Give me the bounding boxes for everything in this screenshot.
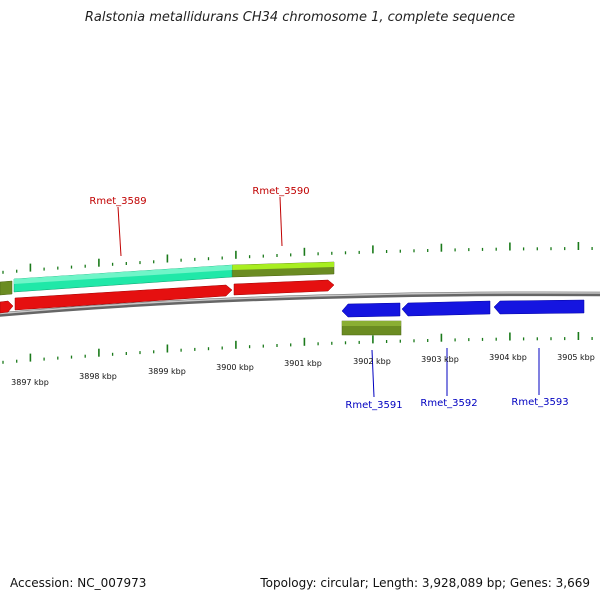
gene-label-leader xyxy=(279,196,283,247)
gene-feature[interactable] xyxy=(401,300,491,317)
gene-feature[interactable] xyxy=(0,300,14,314)
gene-label[interactable]: Rmet_3591 xyxy=(345,400,402,411)
gene-feature[interactable] xyxy=(341,302,401,318)
summary-text: Topology: circular; Length: 3,928,089 bp… xyxy=(260,576,590,590)
gene-feature[interactable] xyxy=(233,279,335,296)
gene-label[interactable]: Rmet_3593 xyxy=(511,397,568,408)
lower-tick-track xyxy=(2,332,593,364)
gene-feature-highlight xyxy=(232,262,334,270)
axis-label: 3898 kbp xyxy=(79,372,117,381)
gene-label[interactable]: Rmet_3589 xyxy=(89,196,146,207)
axis-label: 3899 kbp xyxy=(148,367,186,376)
gene-feature[interactable] xyxy=(0,280,13,296)
gene-label-leader xyxy=(117,206,122,257)
axis-label: 3904 kbp xyxy=(489,353,527,362)
chromosome-backbone xyxy=(0,291,600,317)
axis-label: 3901 kbp xyxy=(284,359,322,368)
gene-feature-highlight xyxy=(342,321,401,326)
map-title: Ralstonia metallidurans CH34 chromosome … xyxy=(84,10,516,25)
gene-feature[interactable] xyxy=(14,284,233,311)
accession-text: Accession: NC_007973 xyxy=(10,576,147,590)
gene-feature-highlight xyxy=(14,265,232,284)
axis-label: 3900 kbp xyxy=(216,363,254,372)
gene-feature[interactable] xyxy=(493,299,585,315)
gene-label[interactable]: Rmet_3592 xyxy=(420,398,477,409)
axis-label: 3905 kbp xyxy=(557,353,595,362)
upper-tick-track xyxy=(2,242,593,274)
axis-label: 3902 kbp xyxy=(353,357,391,366)
axis-label: 3897 kbp xyxy=(11,378,49,387)
axis-label: 3903 kbp xyxy=(421,355,459,364)
chromosome-backbone-highlight xyxy=(0,292,600,315)
gene-label-leader xyxy=(371,349,375,398)
gene-label[interactable]: Rmet_3590 xyxy=(252,186,309,197)
